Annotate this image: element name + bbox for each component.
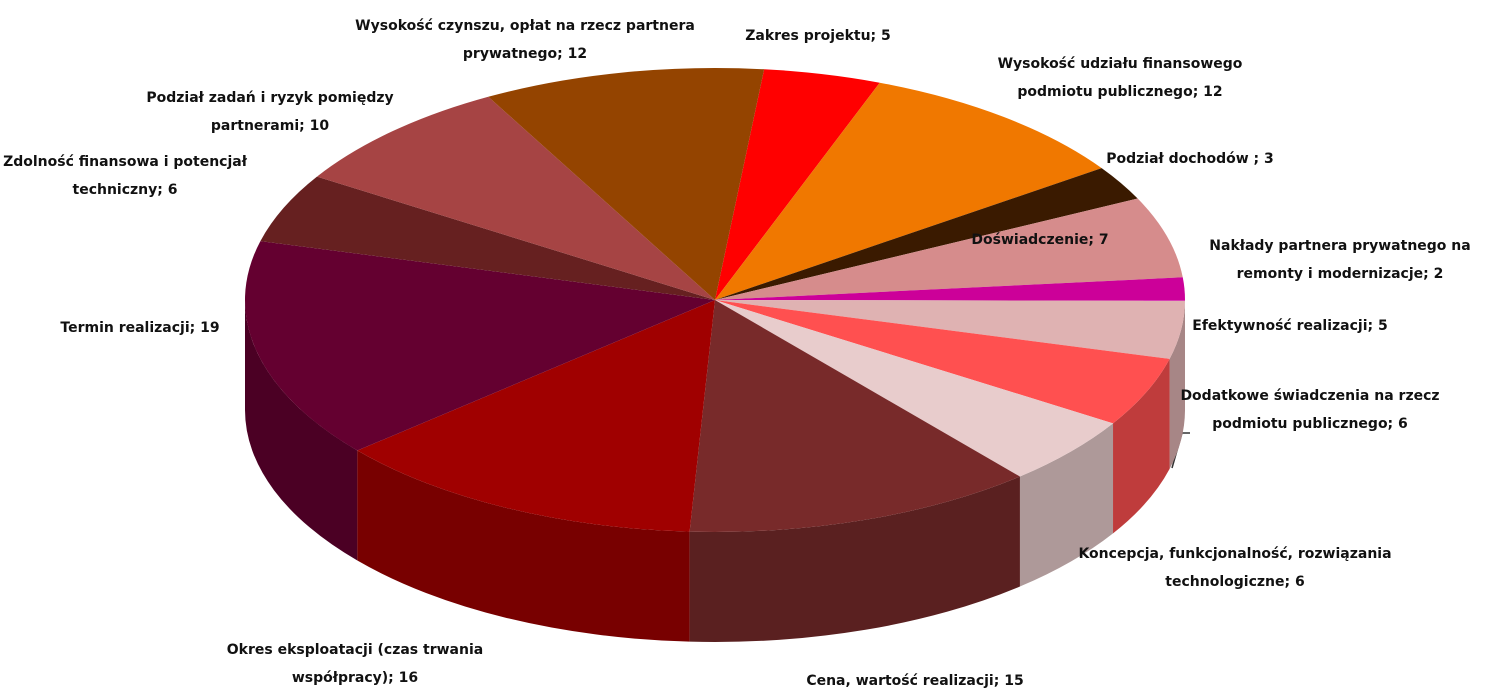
data-label: Podział dochodów ; 3 [1065,145,1315,173]
data-label: Doświadczenie; 7 [940,226,1140,254]
data-label: Podział zadań i ryzyk pomiędzy partneram… [110,84,430,140]
data-label: Nakłady partnera prywatnego na remonty i… [1175,232,1501,288]
data-label: Wysokość czynszu, opłat na rzecz partner… [355,12,695,68]
data-label: Zakres projektu; 5 [718,22,918,50]
data-label: Termin realizacji; 19 [20,314,260,342]
data-label: Okres eksploatacji (czas trwania współpr… [185,636,525,692]
data-label: Efektywność realizacji; 5 [1160,312,1420,340]
data-label: Cena, wartość realizacji; 15 [755,667,1075,695]
data-label: Dodatkowe świadczenia na rzecz podmiotu … [1160,382,1460,438]
data-label: Zdolność finansowa i potencjał techniczn… [0,148,255,204]
data-label: Wysokość udziału finansowego podmiotu pu… [960,50,1280,106]
data-label: Koncepcja, funkcjonalność, rozwiązania t… [1075,540,1395,596]
